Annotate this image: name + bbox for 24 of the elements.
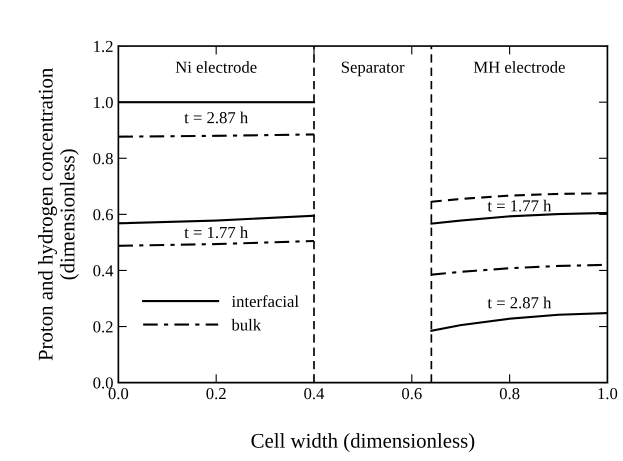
y-tick-label: 0.0 — [93, 377, 113, 389]
x-axis-title: Cell width (dimensionless) — [251, 433, 474, 452]
annotation: Ni electrode — [176, 61, 257, 73]
y-tick-label: 0.2 — [93, 321, 113, 333]
x-tick-label: 0.8 — [500, 388, 520, 400]
annotation: MH electrode — [474, 61, 565, 73]
legend-label: bulk — [231, 318, 262, 331]
x-tick-label: 0.2 — [206, 388, 226, 400]
x-tick-label: 0.0 — [108, 388, 128, 400]
y-tick-label: 1.2 — [94, 40, 113, 52]
x-tick-label: 1.0 — [598, 388, 618, 400]
y-tick-label: 1.0 — [94, 96, 113, 108]
annotation: Separator — [342, 62, 404, 76]
y-tick-label: 0.8 — [93, 152, 113, 164]
y-tick-label: 0.4 — [93, 265, 114, 276]
y-axis-title: Proton and hydrogen concentration (dimensionless) — [38, 68, 79, 360]
y-tick-label: 0.6 — [93, 209, 114, 220]
annotation: t = 1.77 h — [488, 200, 552, 212]
annotation: t = 2.87 h — [184, 112, 248, 124]
legend-label: interfacial — [232, 295, 299, 308]
x-tick-label: 0.6 — [402, 388, 422, 400]
annotation: t = 2.87 h — [488, 296, 552, 308]
x-tick-label: 0.4 — [304, 388, 324, 400]
annotation: t = 1.77 h — [184, 226, 248, 238]
